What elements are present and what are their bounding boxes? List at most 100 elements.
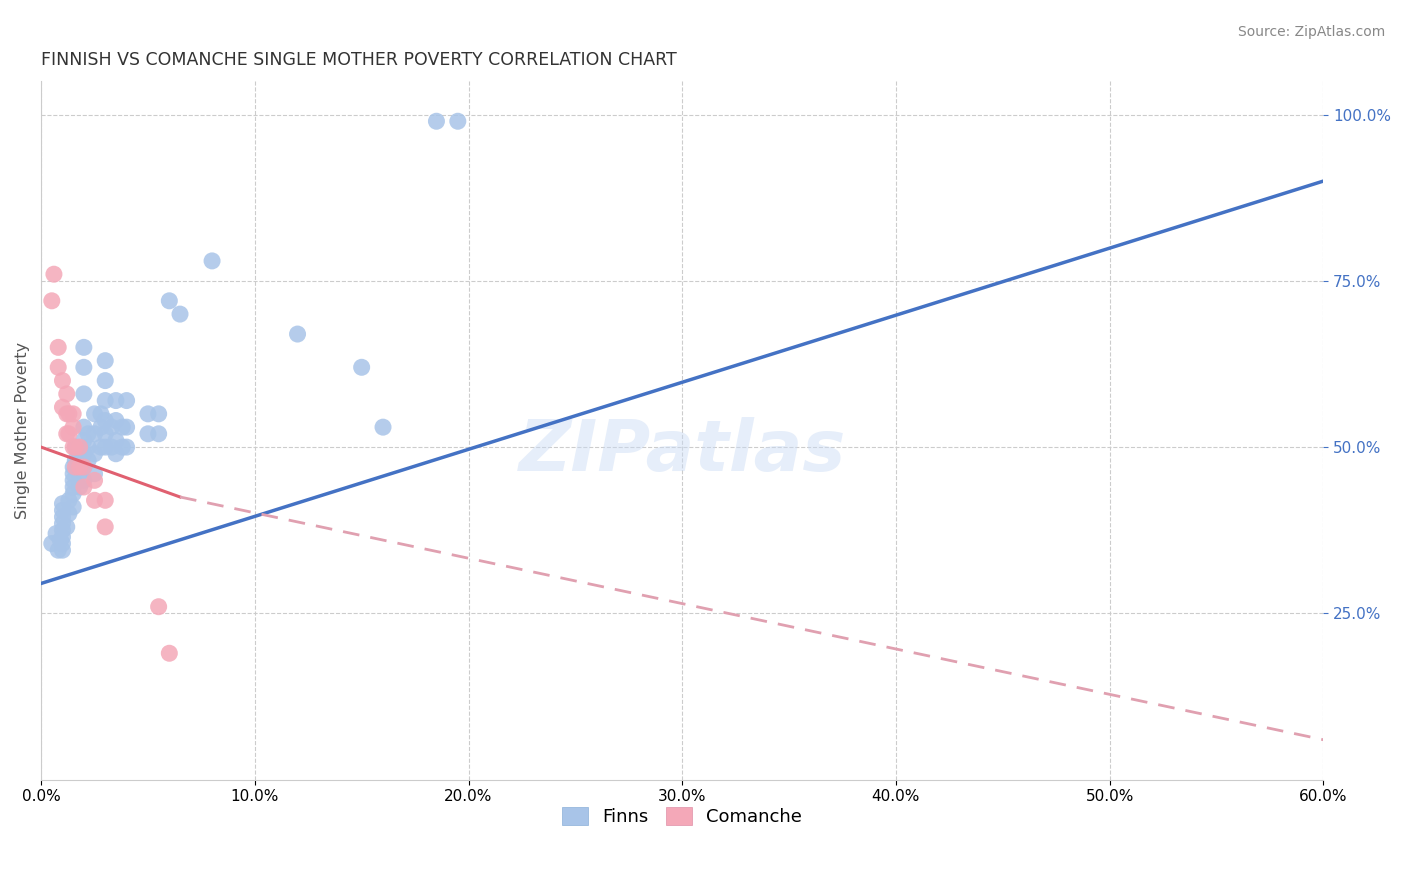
Point xyxy=(55,426,77,441)
Point xyxy=(111,420,134,434)
Point xyxy=(115,393,138,408)
Point xyxy=(77,440,100,454)
Point xyxy=(111,440,134,454)
Point xyxy=(73,434,96,448)
Point xyxy=(51,497,73,511)
Point xyxy=(104,434,127,448)
Point xyxy=(90,440,112,454)
Text: FINNISH VS COMANCHE SINGLE MOTHER POVERTY CORRELATION CHART: FINNISH VS COMANCHE SINGLE MOTHER POVERT… xyxy=(41,51,676,69)
Point xyxy=(83,447,105,461)
Point xyxy=(77,426,100,441)
Point xyxy=(69,460,91,475)
Point xyxy=(49,533,72,548)
Point xyxy=(115,440,138,454)
Point xyxy=(83,407,105,421)
Point xyxy=(51,516,73,531)
Point xyxy=(83,474,105,488)
Point xyxy=(73,460,96,475)
Point xyxy=(69,480,91,494)
Point xyxy=(55,387,77,401)
Point xyxy=(447,114,470,128)
Point xyxy=(94,440,117,454)
Point xyxy=(45,526,67,541)
Point xyxy=(51,536,73,550)
Point xyxy=(51,510,73,524)
Point xyxy=(62,407,84,421)
Point xyxy=(58,426,80,441)
Point xyxy=(69,447,91,461)
Point xyxy=(41,293,63,308)
Point xyxy=(157,293,180,308)
Point xyxy=(62,460,84,475)
Point xyxy=(62,467,84,481)
Legend: Finns, Comanche: Finns, Comanche xyxy=(555,800,810,833)
Point xyxy=(287,326,309,341)
Point xyxy=(46,543,69,558)
Point xyxy=(73,447,96,461)
Point xyxy=(73,387,96,401)
Point xyxy=(90,407,112,421)
Point xyxy=(55,520,77,534)
Point xyxy=(100,440,122,454)
Point xyxy=(58,507,80,521)
Point xyxy=(94,493,117,508)
Point xyxy=(83,426,105,441)
Point xyxy=(46,360,69,375)
Point xyxy=(94,520,117,534)
Point xyxy=(46,340,69,354)
Point xyxy=(65,453,87,467)
Point xyxy=(42,267,65,281)
Point xyxy=(83,467,105,481)
Point xyxy=(73,480,96,494)
Point xyxy=(148,599,170,614)
Point xyxy=(73,360,96,375)
Point xyxy=(100,420,122,434)
Point xyxy=(41,536,63,550)
Point xyxy=(69,460,91,475)
Point xyxy=(69,467,91,481)
Point xyxy=(62,420,84,434)
Point xyxy=(94,374,117,388)
Point xyxy=(73,474,96,488)
Point xyxy=(94,393,117,408)
Point xyxy=(65,460,87,475)
Point xyxy=(115,420,138,434)
Text: Source: ZipAtlas.com: Source: ZipAtlas.com xyxy=(1237,25,1385,39)
Y-axis label: Single Mother Poverty: Single Mother Poverty xyxy=(15,342,30,519)
Point xyxy=(51,401,73,415)
Point xyxy=(157,646,180,660)
Point xyxy=(62,500,84,514)
Point xyxy=(371,420,394,434)
Point xyxy=(51,543,73,558)
Point xyxy=(90,420,112,434)
Point xyxy=(73,460,96,475)
Point xyxy=(62,474,84,488)
Point xyxy=(104,447,127,461)
Point xyxy=(94,413,117,427)
Text: ZIPatlas: ZIPatlas xyxy=(519,417,846,486)
Point xyxy=(148,407,170,421)
Point xyxy=(73,340,96,354)
Point xyxy=(51,530,73,544)
Point xyxy=(94,426,117,441)
Point xyxy=(425,114,447,128)
Point xyxy=(51,374,73,388)
Point xyxy=(65,440,87,454)
Point xyxy=(62,440,84,454)
Point xyxy=(104,393,127,408)
Point xyxy=(73,420,96,434)
Point xyxy=(77,453,100,467)
Point xyxy=(69,440,91,454)
Point xyxy=(83,493,105,508)
Point xyxy=(62,480,84,494)
Point xyxy=(136,407,159,421)
Point xyxy=(62,486,84,500)
Point xyxy=(51,503,73,517)
Point xyxy=(65,440,87,454)
Point xyxy=(55,407,77,421)
Point xyxy=(201,253,224,268)
Point xyxy=(104,413,127,427)
Point xyxy=(350,360,373,375)
Point xyxy=(51,523,73,537)
Point xyxy=(136,426,159,441)
